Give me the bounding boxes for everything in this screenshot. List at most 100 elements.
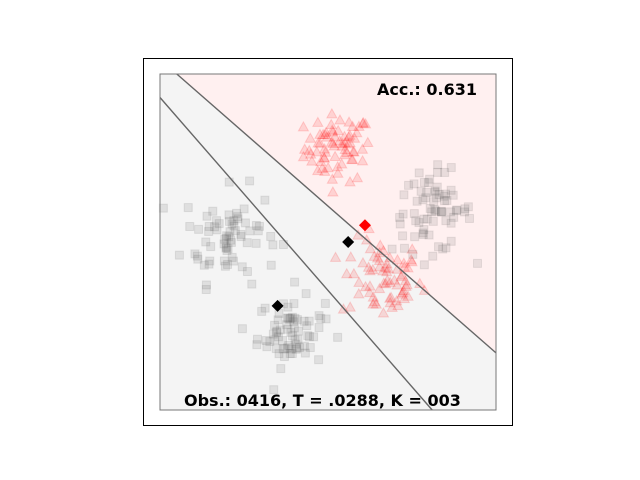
data-point-negative bbox=[283, 343, 293, 353]
data-point-positive bbox=[396, 269, 408, 280]
data-point-negative bbox=[292, 343, 302, 353]
data-point-positive bbox=[384, 296, 397, 308]
data-point-negative bbox=[272, 326, 282, 336]
data-point-negative bbox=[316, 313, 326, 323]
data-point-negative bbox=[399, 243, 409, 253]
data-point-positive bbox=[297, 120, 310, 132]
data-point-negative bbox=[430, 187, 440, 197]
data-point-negative bbox=[268, 329, 278, 339]
data-point-negative bbox=[291, 344, 301, 354]
data-point-positive bbox=[399, 274, 412, 286]
data-point-positive bbox=[406, 255, 418, 267]
data-point-positive bbox=[356, 117, 369, 128]
data-point-positive bbox=[400, 280, 412, 291]
data-point-negative bbox=[253, 226, 263, 236]
data-point-negative bbox=[423, 178, 433, 188]
data-point-negative bbox=[201, 280, 211, 290]
decision-boundary-2 bbox=[159, 97, 433, 411]
data-point-positive bbox=[380, 265, 393, 277]
data-point-negative bbox=[265, 337, 275, 347]
data-point-positive bbox=[364, 280, 376, 291]
data-point-negative bbox=[220, 261, 230, 271]
data-point-positive bbox=[352, 287, 365, 299]
data-point-negative bbox=[199, 260, 209, 270]
data-point-negative bbox=[233, 214, 243, 224]
data-point-positive bbox=[348, 132, 361, 143]
data-point-positive bbox=[364, 264, 376, 276]
data-point-negative bbox=[441, 216, 451, 226]
data-point-negative bbox=[427, 207, 437, 217]
decision-boundary-1 bbox=[176, 73, 497, 354]
data-point-positive bbox=[356, 143, 369, 154]
data-point-negative bbox=[224, 210, 234, 220]
data-point-negative bbox=[274, 349, 284, 359]
data-point-positive bbox=[304, 148, 317, 159]
data-point-positive bbox=[398, 261, 411, 272]
data-point-positive bbox=[396, 286, 409, 298]
chart-frame bbox=[143, 58, 513, 426]
data-point-negative bbox=[302, 321, 312, 331]
data-point-negative bbox=[242, 238, 252, 248]
data-point-negative bbox=[295, 343, 305, 353]
data-point-positive bbox=[311, 145, 323, 157]
data-point-positive bbox=[344, 251, 357, 262]
data-point-negative bbox=[257, 306, 267, 316]
data-point-negative bbox=[472, 258, 482, 268]
data-point-negative bbox=[309, 332, 319, 342]
data-point-positive bbox=[357, 116, 370, 128]
data-point-negative bbox=[304, 316, 314, 326]
data-point-negative bbox=[409, 179, 419, 189]
data-point-positive bbox=[367, 291, 380, 302]
data-point-negative bbox=[279, 352, 289, 362]
data-point-negative bbox=[245, 226, 255, 236]
data-point-positive bbox=[397, 284, 410, 296]
data-point-positive bbox=[316, 162, 329, 173]
data-point-negative bbox=[201, 237, 211, 247]
data-point-positive bbox=[370, 298, 383, 309]
data-point-positive bbox=[311, 164, 324, 176]
data-point-negative bbox=[431, 206, 441, 216]
data-point-negative bbox=[201, 285, 211, 295]
data-point-positive bbox=[398, 292, 411, 304]
data-point-negative bbox=[301, 289, 311, 299]
data-point-positive bbox=[347, 145, 360, 157]
data-point-negative bbox=[229, 221, 239, 231]
data-point-positive bbox=[385, 291, 397, 302]
data-point-negative bbox=[293, 326, 303, 336]
data-point-positive bbox=[325, 136, 338, 147]
data-point-positive bbox=[362, 261, 375, 272]
data-point-positive bbox=[332, 124, 345, 136]
data-point-positive bbox=[335, 157, 348, 169]
data-point-negative bbox=[425, 203, 435, 213]
data-point-negative bbox=[440, 167, 450, 177]
data-point-negative bbox=[441, 243, 451, 253]
data-point-positive bbox=[343, 129, 356, 140]
data-point-positive bbox=[344, 175, 356, 187]
data-point-positive bbox=[339, 143, 352, 155]
data-point-negative bbox=[222, 231, 232, 241]
data-point-positive bbox=[377, 306, 390, 318]
data-point-negative bbox=[430, 186, 440, 196]
data-point-positive bbox=[356, 154, 369, 166]
data-point-negative bbox=[230, 226, 240, 236]
data-point-positive bbox=[328, 139, 341, 151]
data-point-negative bbox=[286, 327, 296, 337]
data-point-negative bbox=[254, 221, 264, 231]
data-point-positive bbox=[359, 280, 372, 292]
data-point-negative bbox=[208, 206, 218, 216]
data-point-positive bbox=[326, 124, 339, 135]
data-point-positive bbox=[346, 153, 359, 165]
data-point-negative bbox=[247, 279, 257, 289]
data-point-positive bbox=[327, 137, 339, 148]
data-point-positive bbox=[405, 253, 418, 265]
data-point-negative bbox=[430, 205, 440, 215]
data-point-positive bbox=[312, 136, 324, 148]
data-point-positive bbox=[364, 242, 377, 254]
data-point-negative bbox=[418, 195, 428, 205]
data-point-positive bbox=[373, 254, 386, 266]
data-point-positive bbox=[359, 117, 372, 129]
data-point-negative bbox=[410, 232, 420, 242]
data-point-negative bbox=[190, 249, 200, 259]
data-point-positive bbox=[350, 126, 363, 138]
